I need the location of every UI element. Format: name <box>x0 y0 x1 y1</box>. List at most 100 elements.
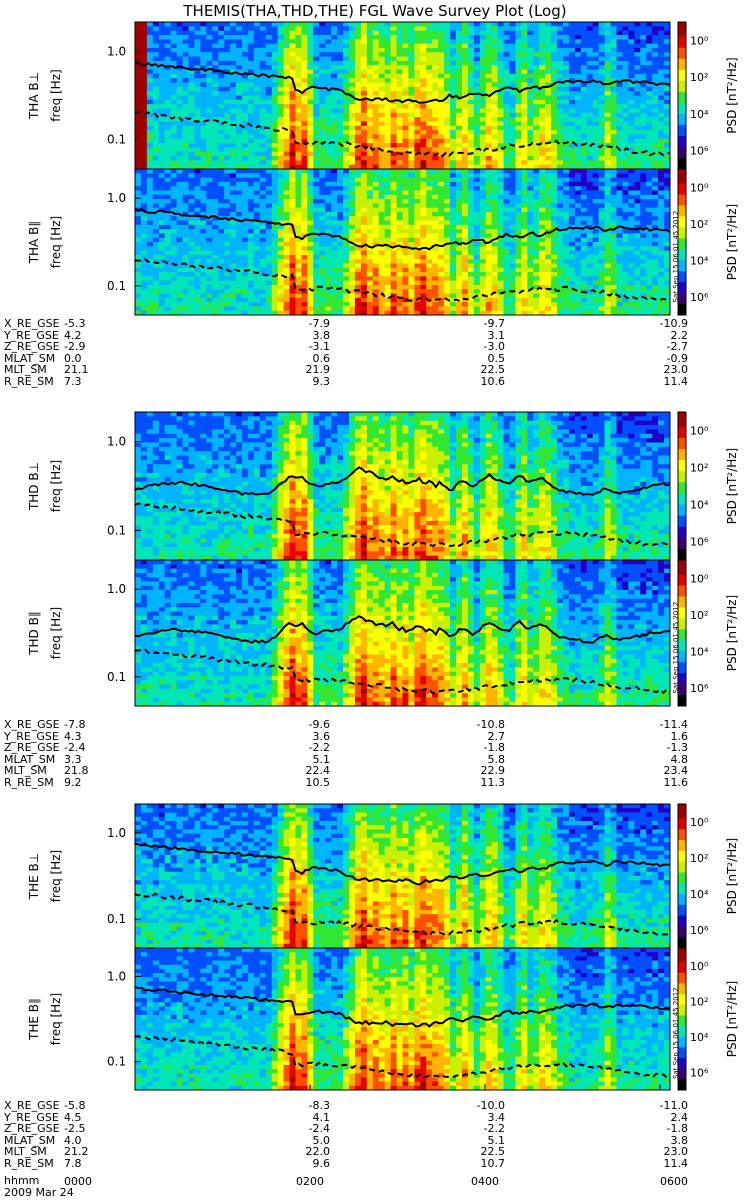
spectrogram-cell <box>188 69 195 75</box>
spectrogram-cell <box>485 95 493 101</box>
spectrogram-cell <box>664 160 671 166</box>
spectrogram-cell <box>301 99 308 105</box>
spectrogram-cell <box>307 104 314 109</box>
spectrogram-cell <box>224 52 231 57</box>
spectrogram-cell <box>152 138 160 144</box>
spectrogram-cell <box>616 34 623 40</box>
spectrogram-cell <box>420 280 427 286</box>
spectrogram-cell <box>456 181 463 187</box>
spectrogram-cell <box>414 125 421 131</box>
spectrogram-cell <box>212 43 219 49</box>
spectrogram-cell <box>224 125 231 131</box>
spectrogram-cell <box>146 34 154 40</box>
spectrogram-cell <box>331 259 338 264</box>
spectrogram-cell <box>295 86 302 92</box>
spectrogram-cell <box>242 65 249 70</box>
spectrogram-cell <box>426 60 433 66</box>
spectrogram-cell <box>479 73 487 79</box>
spectrogram-cell <box>402 95 409 101</box>
spectrogram-cell <box>182 52 189 57</box>
spectrogram-cell <box>152 82 160 88</box>
spectrogram-cell <box>586 112 594 118</box>
spectrogram-cell <box>539 104 546 109</box>
spectrogram-cell <box>271 30 279 36</box>
spectrogram-cell <box>230 30 237 36</box>
spectrogram-cell <box>230 95 237 101</box>
spectrogram-cell <box>378 108 386 114</box>
spectrogram-cell <box>402 233 409 239</box>
spectrogram-cell <box>182 169 189 174</box>
spectrogram-cell <box>432 39 439 45</box>
spectrogram-cell <box>176 207 183 213</box>
spectrogram-cell <box>218 56 225 62</box>
colorbar-segment <box>678 161 686 166</box>
spectrogram-cell <box>450 310 457 316</box>
spectrogram-cell <box>396 121 403 127</box>
spectrogram-cell <box>515 95 522 101</box>
spectrogram-cell <box>337 289 344 294</box>
spectrogram-cell <box>337 306 344 312</box>
spectrogram-cell <box>414 73 421 79</box>
spectrogram-cell <box>360 306 368 312</box>
spectrogram-cell <box>194 43 201 49</box>
spectrogram-cell <box>378 47 386 53</box>
spectrogram-cell <box>283 181 290 187</box>
spectrogram-cell <box>634 56 641 62</box>
spectrogram-cell <box>146 177 154 183</box>
spectrogram-cell <box>586 91 594 96</box>
spectrogram-cell <box>277 22 285 27</box>
spectrogram-cell <box>135 199 142 204</box>
spectrogram-cell <box>236 169 243 174</box>
spectrogram-cell <box>545 121 552 127</box>
spectrogram-cell <box>259 267 267 273</box>
spectrogram-cell <box>289 39 296 45</box>
spectrogram-cell <box>331 216 338 221</box>
spectrogram-cell <box>592 99 600 105</box>
spectrogram-cell <box>331 284 338 290</box>
spectrogram-cell <box>557 34 564 40</box>
spectrogram-cell <box>343 181 350 187</box>
spectrogram-cell <box>343 186 350 191</box>
spectrogram-cell <box>259 276 267 282</box>
spectrogram-cell <box>170 73 178 79</box>
spectrogram-cell <box>325 138 332 144</box>
spectrogram-cell <box>176 233 183 239</box>
spectrogram-cell <box>473 26 481 32</box>
spectrogram-cell <box>551 104 558 109</box>
spectrogram-cell <box>402 280 409 286</box>
spectrogram-cell <box>212 164 219 170</box>
spectrogram-cell <box>158 30 166 36</box>
spectrogram-cell <box>378 156 386 161</box>
spectrogram-cell <box>236 95 243 101</box>
spectrogram-cell <box>366 186 374 191</box>
spectrogram-cell <box>598 108 606 114</box>
spectrogram-cell <box>331 99 338 105</box>
colorbar-segment <box>678 58 686 63</box>
colorbar-segment <box>678 110 686 115</box>
spectrogram-cell <box>164 306 172 312</box>
spectrogram-cell <box>372 233 380 239</box>
spectrogram-cell <box>152 104 160 109</box>
spectrogram-cell <box>396 73 403 79</box>
spectrogram-cell <box>408 104 415 109</box>
spectrogram-cell <box>307 211 314 217</box>
spectrogram-cell <box>331 121 338 127</box>
spectrogram-cell <box>461 138 469 144</box>
spectrogram-cell <box>349 22 356 27</box>
colorbar-segment <box>678 150 686 155</box>
spectrogram-cell <box>295 190 302 196</box>
spectrogram-cell <box>515 73 522 79</box>
spectrogram-cell <box>289 112 296 118</box>
spectrogram-cell <box>408 95 415 101</box>
spectrogram-cell <box>253 108 261 114</box>
spectrogram-cell <box>372 284 380 290</box>
spectrogram-cell <box>444 30 451 36</box>
spectrogram-cell <box>307 34 314 40</box>
spectrogram-cell <box>271 250 279 256</box>
spectrogram-cell <box>182 160 189 166</box>
spectrogram-cell <box>616 143 623 148</box>
spectrogram-cell <box>444 22 451 27</box>
spectrogram-cell <box>426 22 433 27</box>
spectrogram-cell <box>236 26 243 32</box>
